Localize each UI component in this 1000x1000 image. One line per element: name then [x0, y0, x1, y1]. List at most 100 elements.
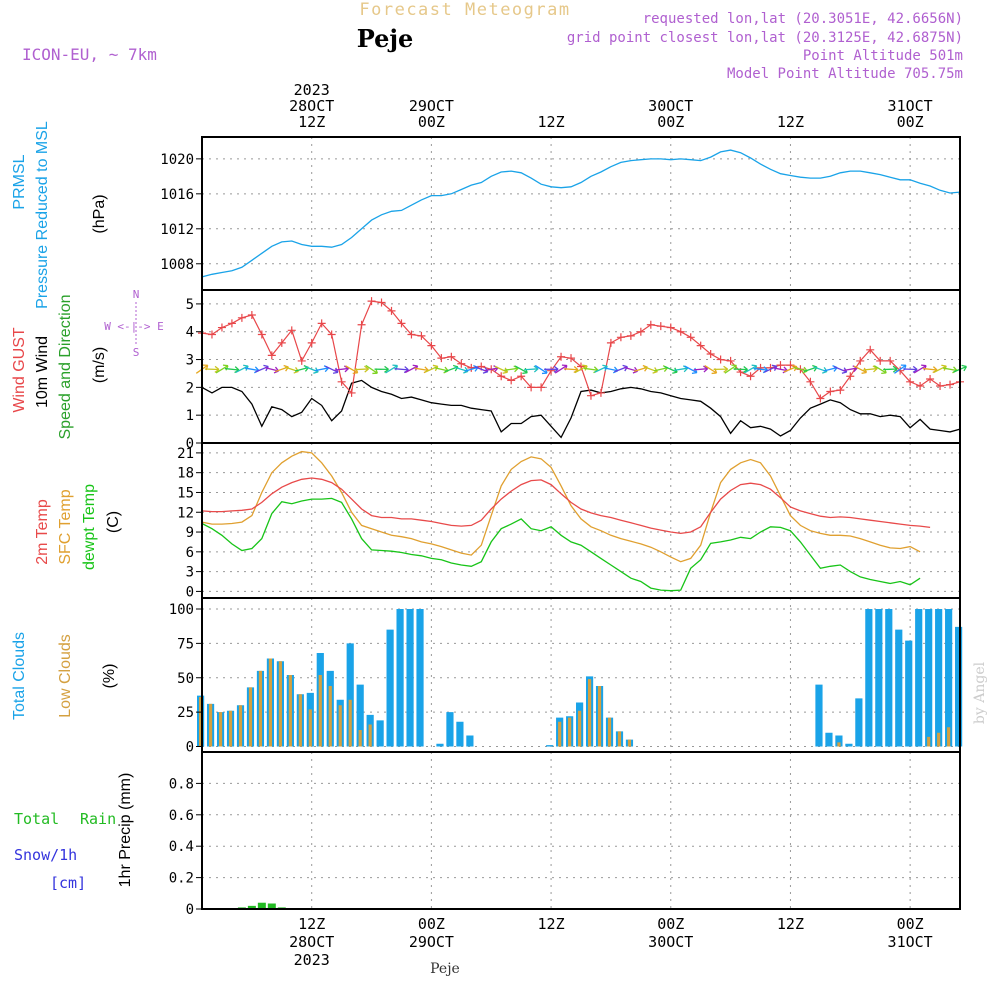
- y-tick-label: 0.8: [169, 776, 194, 792]
- total-rain-legend-b: Rain: [80, 810, 116, 828]
- arrow-shaft: [693, 368, 708, 371]
- clouds-unit: (%): [101, 664, 118, 689]
- gust-marker: [666, 323, 675, 332]
- arrow-head: [652, 367, 658, 374]
- total-cloud-bar: [456, 721, 464, 747]
- compass-we: W <-|-> E: [104, 320, 164, 333]
- gust-marker: [357, 320, 366, 329]
- gust-marker: [656, 322, 665, 331]
- point-altitude: Point Altitude 501m: [803, 48, 963, 64]
- gust-marker: [646, 320, 655, 329]
- total-clouds-label: Total Clouds: [11, 632, 28, 720]
- y-tick-label: 50: [177, 671, 194, 687]
- y-tick-label: 1016: [160, 187, 194, 203]
- arrow-head: [921, 364, 927, 371]
- time-label-bottom: 00Z: [897, 915, 924, 933]
- snow-legend: Snow/1h: [14, 846, 77, 864]
- time-label-bottom: 00Z: [418, 915, 445, 933]
- low-cloud-bar: [627, 739, 632, 747]
- arrow-shaft: [653, 367, 668, 372]
- arrow-shaft: [773, 367, 788, 372]
- gust-marker: [916, 381, 925, 390]
- total-cloud-bar: [376, 720, 384, 747]
- total-cloud-bar: [356, 684, 364, 747]
- low-cloud-bar: [208, 703, 213, 747]
- y-tick-label: 0: [186, 740, 194, 756]
- arrow-shaft: [873, 365, 887, 374]
- data-layer: [195, 149, 968, 909]
- total-cloud-bar: [446, 712, 454, 747]
- gust-marker: [596, 388, 605, 397]
- total-cloud-bar: [915, 609, 923, 747]
- total-cloud-bar: [895, 629, 903, 747]
- arrow-shaft: [583, 367, 598, 371]
- gust-marker: [327, 330, 336, 339]
- arrow-shaft: [414, 367, 429, 372]
- panel-frame: [201, 442, 961, 599]
- time-label-bottom: 31OCT: [888, 933, 933, 951]
- gust-line: [201, 300, 961, 400]
- low-cloud-bar: [228, 710, 233, 747]
- arrow-shaft: [863, 367, 878, 371]
- low-cloud-bar: [278, 661, 282, 747]
- arrow-shaft: [534, 364, 548, 374]
- time-label-bottom: 2023: [294, 951, 330, 969]
- low-cloud-bar: [288, 675, 292, 747]
- wind-direction-arrow: [514, 365, 528, 375]
- gust-marker: [886, 356, 895, 365]
- arrow-shaft: [753, 367, 768, 371]
- time-label-top: 28OCT: [289, 97, 334, 115]
- arrow-shaft: [325, 365, 339, 373]
- arrow-shaft: [843, 367, 858, 372]
- wind-direction-arrow: [354, 365, 369, 373]
- wind-direction-arrow: [424, 364, 439, 373]
- low-cloud-bar: [607, 717, 612, 747]
- arrow-head: [403, 366, 409, 374]
- arrow-head: [743, 365, 748, 373]
- rain-bar: [257, 902, 266, 909]
- wind-direction-arrow: [863, 365, 878, 373]
- time-label-bottom: 29OCT: [409, 933, 454, 951]
- total-cloud-bar: [855, 698, 863, 747]
- gust-marker: [437, 354, 446, 363]
- panel-frame: [201, 751, 961, 910]
- wind-direction-arrow: [693, 365, 709, 373]
- gust-marker: [726, 356, 735, 365]
- arrow-shaft: [554, 364, 568, 374]
- gust-marker: [557, 352, 566, 361]
- low-cloud-bar: [358, 730, 362, 747]
- wind-direction-arrow: [544, 365, 559, 373]
- wind-direction-label: Speed and Direction: [57, 295, 74, 440]
- arrow-shaft: [235, 365, 249, 374]
- arrow-head: [912, 365, 918, 373]
- low-cloud-bar: [837, 742, 841, 747]
- time-label-bottom: 12Z: [298, 915, 325, 933]
- y-tick-label: 1012: [160, 222, 194, 238]
- wind-direction-arrow: [903, 365, 918, 373]
- total-cloud-bar: [835, 735, 843, 747]
- requested-coords: requested lon,lat (20.3051E, 42.6656N): [643, 11, 963, 27]
- total-cloud-bar: [845, 743, 853, 747]
- gust-marker: [936, 381, 945, 390]
- total-rain-legend-a: Total: [14, 810, 59, 828]
- arrow-shaft: [853, 365, 867, 374]
- low-cloud-bar: [238, 705, 243, 747]
- gust-marker: [626, 331, 635, 340]
- arrow-shaft: [224, 367, 239, 371]
- dewpt-label: dewpt Temp: [81, 484, 98, 570]
- gust-marker: [317, 319, 326, 328]
- y-tick-label: 2: [186, 380, 194, 396]
- rain-bar: [247, 905, 256, 909]
- y-tick-label: 9: [186, 525, 194, 541]
- gust-marker: [706, 349, 715, 358]
- gust-marker: [856, 356, 865, 365]
- arrow-shaft: [314, 367, 329, 372]
- y-tick-label: 0.6: [169, 808, 194, 824]
- gust-marker: [776, 361, 785, 370]
- pressure-line: [201, 149, 961, 278]
- total-cloud-bar: [406, 609, 414, 747]
- 2m-temp-label: 2m Temp: [34, 499, 51, 565]
- arrow-shaft: [385, 365, 398, 374]
- arrow-shaft: [514, 365, 528, 374]
- time-label-bottom: 30OCT: [648, 933, 693, 951]
